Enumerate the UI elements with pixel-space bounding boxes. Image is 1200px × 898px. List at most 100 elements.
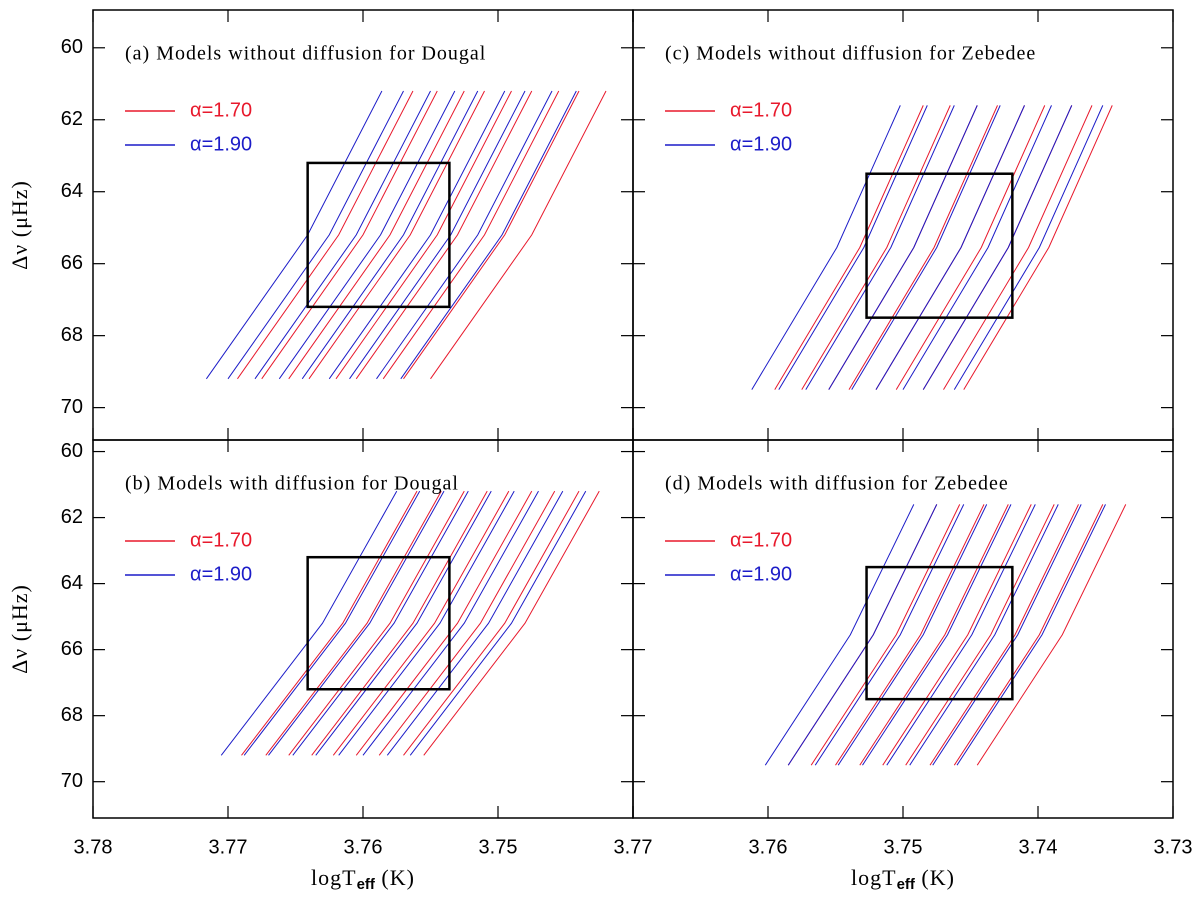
track-line <box>423 490 600 756</box>
panel-title: (b) Models with diffusion for Dougal <box>125 473 459 495</box>
track-line <box>859 504 1009 766</box>
panel: 60 62 64 66 68 70 (a) Models without diffusion… <box>7 9 634 441</box>
track-line <box>386 490 564 756</box>
x-tick-label: 3.76 <box>344 836 383 858</box>
track-line <box>288 490 465 756</box>
track-line <box>774 105 924 390</box>
target-box <box>865 172 1014 319</box>
x-tick-label: 3.75 <box>479 836 518 858</box>
x-axis-label-main: logT <box>311 865 357 890</box>
track-line <box>922 105 1073 390</box>
track-line <box>976 504 1127 766</box>
track-line <box>905 504 1055 766</box>
track-line <box>963 105 1113 390</box>
track-line <box>403 490 580 756</box>
axes-frame <box>92 9 634 441</box>
track-line <box>895 105 1046 390</box>
track-line <box>335 90 512 380</box>
track-line <box>801 105 951 390</box>
x-axis-label-unit: (K) <box>915 865 955 890</box>
x-axis-label-sub: eff <box>357 876 376 893</box>
panel-title: (c) Models without diffusion for Zebedee <box>665 43 1036 65</box>
track-line <box>268 490 445 756</box>
track-line <box>810 504 961 766</box>
track-line <box>376 90 553 380</box>
x-axis-label-sub: eff <box>897 876 916 893</box>
track-line <box>315 490 492 756</box>
track-line <box>311 490 488 756</box>
track-line <box>430 90 607 380</box>
track-line <box>751 105 901 390</box>
track-line <box>828 105 978 390</box>
target-box <box>306 555 451 691</box>
axes-frame <box>632 9 1174 441</box>
track-line <box>301 90 479 380</box>
track-line <box>382 90 560 380</box>
y-tick-label: 64 <box>61 572 83 594</box>
y-tick-label: 62 <box>61 108 83 130</box>
track-line <box>288 90 465 380</box>
track-line <box>332 490 510 756</box>
y-tick-label: 60 <box>61 440 83 462</box>
x-tick-label: 3.74 <box>1019 836 1058 858</box>
track-line <box>848 105 998 390</box>
track-line <box>362 490 539 756</box>
y-tick-label: 66 <box>61 638 83 660</box>
y-tick-label: 68 <box>61 324 83 346</box>
panel: 60 62 64 66 68 70 3.78 3.77 3.76 3.75 (b) Models w… <box>7 439 634 893</box>
y-tick-label: 70 <box>61 770 83 792</box>
track-line <box>778 105 928 390</box>
panel: (c) Models without diffusion for Zebedee… <box>632 9 1174 441</box>
track-line <box>875 105 1025 390</box>
track-line <box>875 105 1025 390</box>
track-line <box>932 504 1082 766</box>
legend-label: α=1.70 <box>730 529 792 551</box>
panel-title: (a) Models without diffusion for Dougal <box>125 43 486 65</box>
track-line <box>764 504 915 766</box>
track-line <box>943 105 1093 390</box>
y-tick-label: 60 <box>61 36 83 58</box>
y-tick-label: 62 <box>61 506 83 528</box>
track-line <box>409 490 587 756</box>
track-line <box>953 105 1104 390</box>
track-line <box>278 90 456 380</box>
track-line <box>851 105 1001 390</box>
track-line <box>261 90 438 380</box>
track-line <box>355 90 533 380</box>
plot-area <box>220 490 600 756</box>
track-line <box>956 504 1106 766</box>
target-box <box>306 161 451 309</box>
x-axis-label: logTeff (K) <box>851 865 955 893</box>
track-line <box>338 490 515 756</box>
track-line <box>292 490 469 756</box>
track-line <box>953 504 1104 766</box>
track-line <box>328 90 506 380</box>
panel-title: (d) Models with diffusion for Zebedee <box>665 473 1009 495</box>
track-line <box>378 490 556 756</box>
plot-area <box>764 504 1127 766</box>
x-tick-label: 3.78 <box>74 836 113 858</box>
legend-label: α=1.70 <box>730 99 792 121</box>
y-tick-label: 70 <box>61 396 83 418</box>
target-box <box>865 565 1014 701</box>
y-tick-label: 64 <box>61 180 83 202</box>
panel: 3.77 3.76 3.75 3.74 3.73 (d) Models with diff… <box>614 439 1192 893</box>
track-line <box>805 105 955 390</box>
legend-label: α=1.90 <box>730 133 792 155</box>
track-line <box>835 504 985 766</box>
track-line <box>837 504 988 766</box>
legend-label: α=1.70 <box>190 529 252 551</box>
track-line <box>882 504 1032 766</box>
track-line <box>814 504 965 766</box>
track-line <box>308 90 485 380</box>
track-line <box>902 105 1052 390</box>
x-tick-label: 3.77 <box>209 836 248 858</box>
legend-label: α=1.90 <box>190 563 252 585</box>
legend-label: α=1.90 <box>730 563 792 585</box>
track-line <box>787 504 938 766</box>
track-line <box>922 105 1073 390</box>
track-line <box>227 90 404 380</box>
track-line <box>400 90 577 380</box>
x-axis-label-main: logT <box>851 865 897 890</box>
